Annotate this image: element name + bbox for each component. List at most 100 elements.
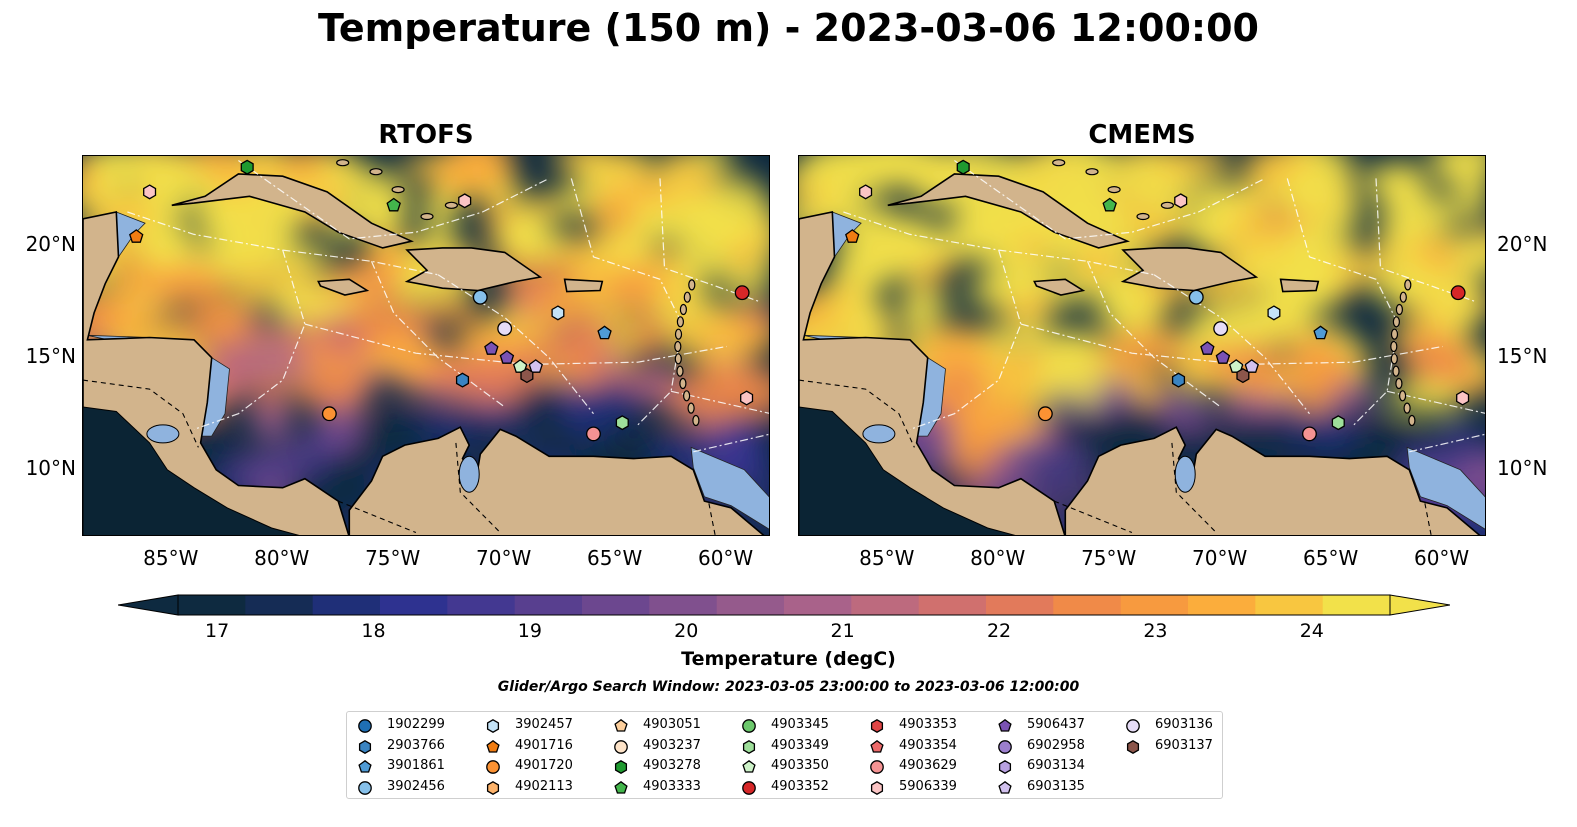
legend-label: 4902113: [515, 778, 573, 794]
float-marker-4901720: [1037, 406, 1053, 422]
colorbar-segment: [851, 595, 920, 615]
legend-label: 6903135: [1027, 778, 1085, 794]
legend-label: 4903354: [899, 737, 957, 753]
colorbar-tick-label: 20: [674, 620, 699, 642]
lon-tick-label: 60°W: [697, 546, 754, 570]
legend-marker: [870, 719, 884, 733]
legend-label: 6903134: [1027, 758, 1085, 773]
colorbar-segment: [1188, 595, 1256, 615]
circle-marker-icon: [998, 739, 1012, 754]
land-area: [1120, 247, 1259, 292]
legend-marker: [358, 780, 372, 795]
legend-marker: [742, 780, 756, 795]
hexagon-marker-icon: [614, 760, 628, 774]
float-marker-6903135: [528, 359, 543, 373]
float-marker-3901861: [1313, 325, 1328, 340]
colorbar: [117, 592, 1451, 618]
lat-tick-label: 10°N: [25, 455, 76, 480]
pentagon-marker-icon: [998, 780, 1012, 794]
map-cmems[interactable]: [798, 155, 1486, 536]
hexagon-marker-icon: [486, 780, 500, 795]
colorbar-tick-label: 24: [1299, 620, 1324, 642]
colorbar-segment: [1120, 595, 1189, 615]
legend-label: 4903349: [771, 737, 829, 753]
pentagon-marker-icon: [486, 739, 500, 753]
lon-tick-label: 80°W: [970, 546, 1026, 570]
circle-marker-icon: [358, 780, 372, 795]
legend-label: 4903278: [643, 758, 701, 773]
lon-tick-label: 70°W: [1192, 546, 1248, 570]
legend-marker: [870, 780, 884, 795]
float-marker-4903278: [956, 159, 970, 175]
lat-tick-label: 20°N: [25, 231, 76, 256]
pentagon-marker-icon: [614, 780, 628, 794]
colorbar-label: Temperature (degC): [681, 648, 896, 670]
main-title: Temperature (150 m) - 2023-03-06 12:00:0…: [317, 6, 1259, 50]
legend-marker: [742, 719, 756, 733]
land-area: [1279, 278, 1320, 293]
colorbar-svg: [117, 594, 1451, 616]
float-marker-3902457: [551, 305, 565, 321]
float-marker-5906339: [1456, 390, 1470, 406]
hexagon-marker-icon: [486, 719, 500, 733]
colorbar-tick-label: 21: [830, 620, 855, 642]
float-marker-4903349: [1331, 415, 1345, 431]
legend-marker: [358, 739, 372, 754]
legend-label: 5906339: [899, 778, 957, 794]
float-marker-4903333: [1102, 197, 1117, 212]
colorbar-tick-label: 23: [1143, 620, 1168, 642]
legend-label: 4903629: [899, 758, 957, 773]
colorbar-segment: [716, 595, 785, 615]
float-marker-4903333: [386, 197, 401, 212]
legend-marker: [358, 759, 372, 773]
legend-marker: [358, 719, 372, 733]
land-area: [1033, 278, 1086, 296]
colorbar-segment: [447, 595, 516, 615]
legend-marker: [614, 718, 628, 732]
colorbar-segment: [784, 595, 852, 615]
lat-tick-label: 10°N: [1497, 455, 1548, 480]
legend-label: 4901720: [515, 758, 573, 773]
land-area: [1064, 426, 1481, 535]
legend-marker: [614, 739, 628, 754]
legend-marker: [486, 739, 500, 753]
map-rtofs[interactable]: [82, 155, 770, 536]
float-marker-5906339: [458, 193, 472, 209]
legend-label: 6903137: [1155, 737, 1213, 753]
legend-label: 4903350: [771, 758, 829, 773]
colorbar-segment: [918, 595, 987, 615]
legend-marker: [486, 719, 500, 733]
legend-marker: [998, 739, 1012, 754]
legend-marker: [486, 760, 500, 774]
map-canvas: [799, 156, 1485, 535]
lon-tick-label: 65°W: [1303, 546, 1359, 570]
float-marker-6903137: [1236, 368, 1250, 384]
colorbar-segment: [312, 595, 381, 615]
pentagon-marker-icon: [742, 759, 756, 773]
land-area: [317, 278, 370, 296]
float-marker-5906339: [740, 390, 754, 406]
colorbar-segment: [245, 595, 314, 615]
float-marker-5906437: [1200, 341, 1215, 355]
legend-marker: [870, 739, 884, 753]
circle-marker-icon: [1126, 719, 1140, 733]
pentagon-marker-icon: [358, 759, 372, 773]
lon-tick-label: 85°W: [143, 546, 199, 570]
legend-label: 4903353: [899, 717, 957, 732]
float-marker-3901861: [597, 325, 612, 340]
float-marker-3902456: [472, 289, 488, 305]
lat-tick-label: 20°N: [1497, 231, 1548, 256]
float-legend: 1902299 2903766 3901861 3902456 3902457 49017…: [346, 711, 1223, 799]
legend-marker: [998, 760, 1012, 774]
float-marker-4903278: [240, 159, 254, 175]
circle-marker-icon: [486, 760, 500, 774]
float-marker-6903137: [520, 368, 534, 384]
float-marker-5906437: [484, 341, 499, 355]
float-marker-6903136: [497, 321, 513, 337]
land-area: [171, 173, 414, 249]
legend-label: 3902456: [387, 778, 445, 794]
colorbar-segment: [649, 595, 718, 615]
colorbar-tick-label: 18: [361, 620, 386, 642]
lat-tick-label: 15°N: [1497, 343, 1548, 368]
float-marker-4901720: [321, 406, 337, 422]
